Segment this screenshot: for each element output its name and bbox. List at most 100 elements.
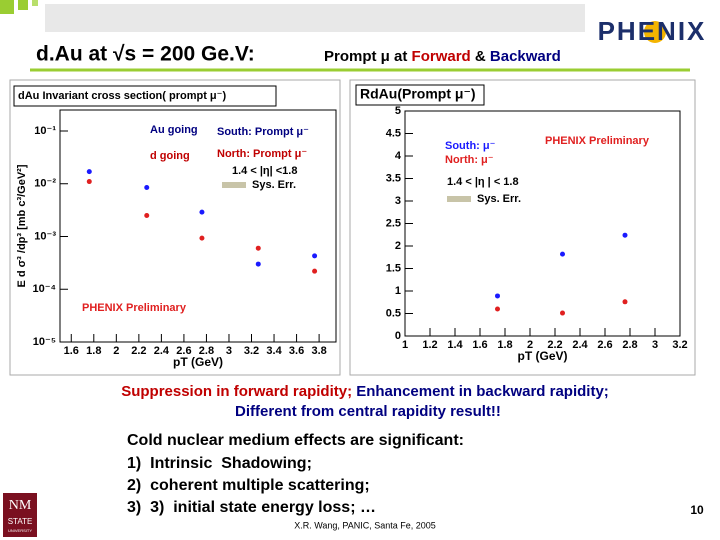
annotation: PHENIX Preliminary [545,135,650,147]
y-tick-label: 0.5 [386,307,401,319]
title-box [13,85,277,107]
title-box [355,84,485,106]
annotation: Au going [150,124,198,136]
y-tick-label: 1 [395,285,401,297]
chart-frame [9,79,341,376]
y-axis-label: E d σ³ /dp³ [mb c³/GeV²] [16,164,28,287]
annotation: 1.4 < |η| <1.8 [232,165,297,177]
annotation: d going [150,150,190,162]
subtitle-part: Forward [412,48,471,65]
x-tick-label: 3 [652,339,658,351]
decor [18,0,28,10]
annotation: PHENIX Preliminary [82,302,187,314]
x-tick-label: 2.8 [199,345,214,357]
x-tick-label: 2.4 [572,339,588,351]
x-tick-label: 1.2 [422,339,437,351]
x-tick-label: 3.4 [266,345,282,357]
x-tick-label: 2 [527,339,533,351]
summary-line: Different from central rapidity result!! [235,403,501,420]
chart-frame [349,79,696,376]
y-tick-label: 10⁻⁴ [33,283,56,295]
y-tick-label: 2 [395,240,401,252]
data-point [86,179,92,185]
chart-title: dAu Invariant cross section( prompt μ⁻) [18,90,226,102]
sys-err-swatch [447,196,471,202]
title-band [45,4,585,32]
y-tick-label: 10⁻³ [34,230,56,242]
point: 3) 3) initial state energy loss; … [127,499,376,516]
data-point [144,184,150,190]
y-tick-label: 5 [395,105,401,117]
subtitle-part: Backward [490,48,561,65]
annotation: 1.4 < |η | < 1.8 [447,176,519,188]
point: Cold nuclear medium effects are signific… [127,432,464,449]
y-tick-label: 2.5 [386,217,401,229]
summary-part: Enhancement in backward rapidity; [352,383,609,400]
annotation: Sys. Err. [477,193,521,205]
university-logo [3,493,37,537]
point: 1) Intrinsic Shadowing; [127,455,312,472]
x-tick-label: 2.8 [622,339,637,351]
y-tick-label: 3 [395,195,401,207]
y-tick-label: 4.5 [386,127,401,139]
x-tick-label: 2.6 [597,339,612,351]
subtitle-part: & [471,48,490,65]
legend-label: North: Prompt μ⁻ [217,148,307,160]
x-tick-label: 2.2 [131,345,146,357]
data-point [86,169,92,175]
x-tick-label: 3.2 [672,339,687,351]
footer: X.R. Wang, PANIC, Santa Fe, 2005 [294,520,436,530]
logo: PHENIX [598,16,707,46]
data-point [144,213,150,219]
x-axis-label: pT (GeV) [518,349,568,363]
chart-title: RdAu(Prompt μ⁻) [360,86,476,102]
decor [0,0,14,14]
x-tick-label: 2.4 [154,345,170,357]
data-point [255,245,261,251]
x-tick-label: 1 [402,339,408,351]
x-tick-label: 1.8 [86,345,101,357]
data-point [560,310,565,316]
logo-sun [644,21,666,43]
data-point [622,232,628,238]
annotation: Sys. Err. [252,179,296,191]
legend-label: South: μ⁻ [445,140,496,152]
x-tick-label: 1.6 [64,345,79,357]
x-tick-label: 3.6 [289,345,304,357]
y-tick-label: 10⁻² [34,178,56,190]
y-tick-label: 4 [395,150,402,162]
x-tick-label: 2.6 [176,345,191,357]
university-text: NM [9,498,32,513]
y-tick-label: 0 [395,330,401,342]
subtitle-part: Prompt μ at [324,48,412,65]
university-text: UNIVERSITY [8,528,32,533]
legend-label: North: μ⁻ [445,154,494,166]
data-point [255,261,261,267]
university-text: STATE [8,517,33,526]
y-tick-label: 1.5 [386,262,401,274]
summary-part: Suppression in forward rapidity; [121,383,352,400]
plot-area [59,109,337,343]
y-tick-label: 10⁻⁵ [33,336,56,348]
point: 2) coherent multiple scattering; [127,477,370,494]
x-tick-label: 3 [226,345,232,357]
sys-err-swatch [222,182,246,188]
x-tick-label: 1.8 [497,339,512,351]
x-tick-label: 1.6 [472,339,487,351]
summary: Suppression in forward rapidity; Enhance… [121,383,609,400]
x-tick-label: 1.4 [447,339,463,351]
x-tick-label: 2.2 [547,339,562,351]
x-tick-label: 2 [113,345,119,357]
data-point [495,293,500,299]
slide-subtitle: Prompt μ at Forward & Backward [324,48,561,65]
y-tick-label: 3.5 [386,172,401,184]
data-point [199,235,205,241]
slide-title: d.Au at √s = 200 Ge.V: [36,43,255,66]
x-tick-label: 3.2 [244,345,259,357]
page-number: 10 [690,503,704,517]
decor [32,0,38,6]
data-point [312,253,318,259]
data-point [622,299,628,305]
